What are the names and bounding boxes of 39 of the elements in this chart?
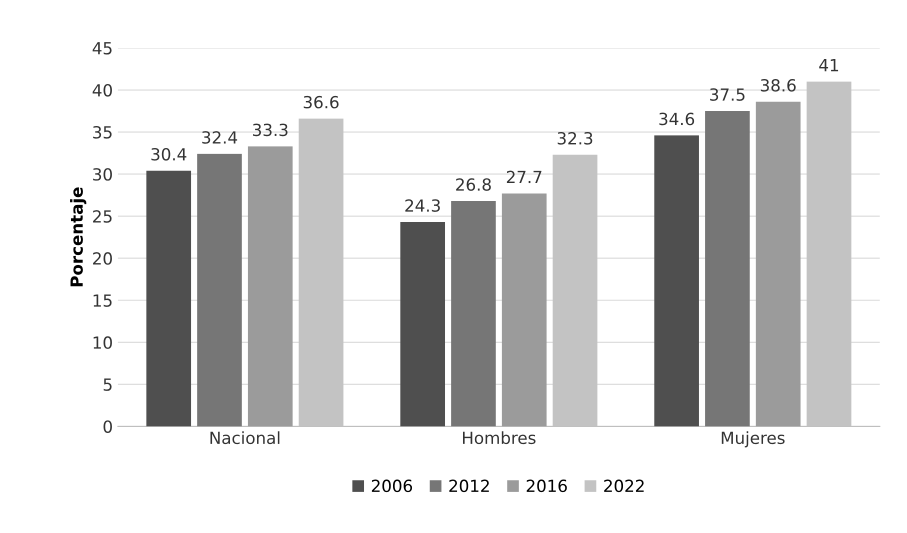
y-tick-label: 0	[104, 420, 112, 433]
y-tick-label: 30	[93, 168, 112, 181]
data-label: 24.3	[405, 199, 440, 212]
y-tick-label: 45	[92, 42, 112, 55]
bar	[400, 222, 446, 426]
data-label: 37.5	[710, 88, 745, 101]
x-tick-label: Hombres	[463, 431, 536, 444]
bar	[654, 135, 699, 426]
data-label: 33.3	[253, 124, 288, 136]
data-label: 38.6	[760, 79, 796, 92]
data-label: 26.8	[456, 178, 491, 191]
y-tick-label: 5	[104, 378, 112, 391]
legend-label: 2016	[526, 480, 567, 492]
y-tick-label: 20	[93, 252, 112, 265]
bar	[502, 193, 547, 426]
legend-label: 2022	[604, 480, 644, 492]
data-label: 27.7	[506, 170, 542, 184]
y-tick-label: 35	[93, 126, 112, 139]
y-axis-title: Porcentaje	[70, 187, 86, 286]
x-tick-label: Nacional	[210, 431, 280, 444]
bar	[146, 170, 192, 426]
data-label: 36.6	[304, 96, 339, 108]
data-label: 41	[819, 59, 838, 72]
data-label: 34.6	[659, 112, 694, 126]
bar	[756, 102, 801, 426]
legend-label: 2006	[372, 480, 412, 492]
data-label: 32.3	[558, 132, 592, 145]
y-tick-label: 40	[92, 84, 112, 97]
y-tick-label: 15	[94, 294, 112, 307]
y-tick-label: 25	[93, 210, 112, 223]
data-label: 30.4	[151, 148, 186, 161]
bar	[705, 111, 750, 426]
data-label: 32.4	[202, 131, 238, 144]
y-tick-label: 10	[94, 336, 112, 349]
bar	[451, 201, 496, 426]
bar	[248, 146, 293, 426]
bar	[197, 154, 242, 426]
x-tick-label: Mujeres	[722, 431, 785, 448]
legend-label: 2012	[449, 480, 489, 492]
